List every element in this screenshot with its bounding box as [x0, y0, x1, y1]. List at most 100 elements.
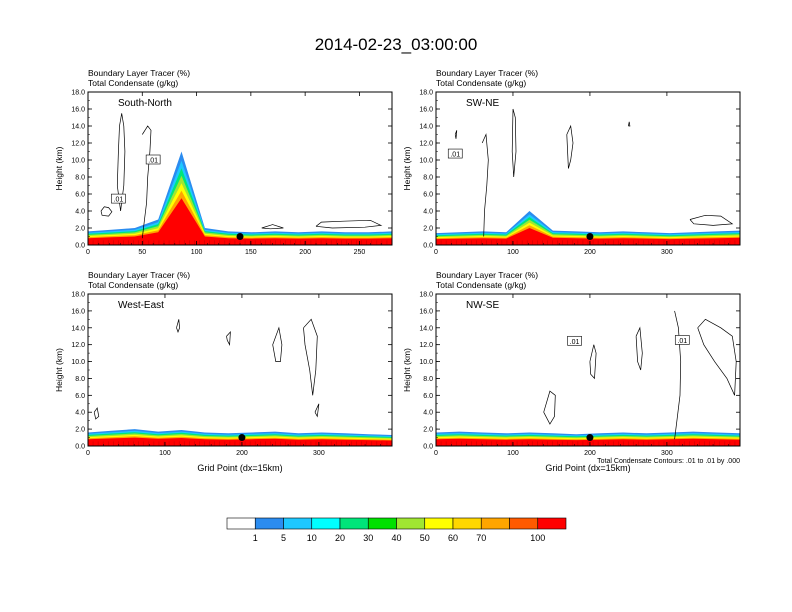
y-tick-label: 18.0 — [419, 292, 433, 299]
x-tick-label: 100 — [191, 249, 203, 256]
contour-label-box — [447, 148, 463, 159]
location-marker — [586, 434, 594, 442]
y-tick-label: 16.0 — [71, 107, 85, 114]
location-marker — [236, 233, 244, 240]
panel-label: NW-SE — [466, 300, 499, 311]
colorbar-swatch — [226, 517, 256, 530]
panel-title-line: Boundary Layer Tracer (%) — [88, 270, 190, 280]
y-tick-label: 6.0 — [423, 192, 433, 199]
x-axis-label: Grid Point (dx=15km) — [545, 463, 630, 473]
contour-label: .01 — [450, 152, 460, 159]
x-tick-label: 300 — [661, 249, 673, 256]
y-axis-label: Height (km) — [54, 146, 64, 190]
colorbar-label: 70 — [476, 533, 486, 543]
y-axis-label: Height (km) — [402, 146, 412, 190]
x-tick-label: 0 — [86, 249, 90, 256]
contour-label: .01 — [677, 338, 687, 345]
condensate-contour — [314, 403, 320, 418]
condensate-contour — [226, 331, 231, 346]
location-marker — [586, 233, 594, 240]
y-tick-label: 12.0 — [71, 342, 85, 349]
colorbar-swatch — [254, 517, 284, 530]
tracer-band — [88, 198, 392, 245]
colorbar-label: 60 — [448, 533, 458, 543]
colorbar-swatch — [283, 517, 313, 530]
condensate-contour — [697, 318, 737, 396]
plot-frame — [435, 293, 741, 447]
contour-label: .01 — [114, 197, 124, 204]
plot-frame — [435, 91, 741, 246]
panel-title-line: Boundary Layer Tracer (%) — [436, 270, 538, 280]
condensate-contour — [481, 133, 489, 237]
condensate-contour — [543, 390, 556, 425]
panel-sw-ne: Boundary Layer Tracer (%)Total Condensat… — [402, 68, 741, 256]
panel-south-north: Boundary Layer Tracer (%)Total Condensat… — [54, 68, 393, 256]
panel-label: West-East — [118, 300, 164, 311]
y-tick-label: 14.0 — [71, 124, 85, 131]
colorbar-swatch — [367, 517, 397, 530]
colorbar-swatch — [424, 517, 454, 530]
x-tick-label: 200 — [299, 249, 311, 256]
y-tick-label: 16.0 — [419, 107, 433, 114]
y-tick-label: 2.0 — [75, 427, 85, 434]
x-tick-label: 0 — [86, 450, 90, 457]
panel-title-line: Total Condensate (g/kg) — [436, 78, 526, 88]
y-tick-label: 18.0 — [71, 90, 85, 97]
colorbar-swatch — [339, 517, 369, 530]
figure-title: 2014-02-23_03:00:00 — [315, 35, 478, 54]
contour-label-box — [567, 335, 582, 346]
contour-label-box — [145, 154, 161, 165]
y-tick-label: 18.0 — [419, 90, 433, 97]
x-tick-label: 250 — [354, 249, 366, 256]
y-tick-label: 2.0 — [423, 427, 433, 434]
condensate-contour — [674, 310, 682, 440]
y-axis-label: Height (km) — [402, 348, 412, 392]
panel-label: SW-NE — [466, 98, 499, 109]
colorbar-swatch — [509, 517, 539, 530]
y-tick-label: 4.0 — [423, 209, 433, 216]
y-tick-label: 0.0 — [423, 243, 433, 250]
x-tick-label: 200 — [584, 450, 596, 457]
plot-area — [88, 318, 392, 446]
y-tick-label: 16.0 — [71, 308, 85, 315]
panel-label: South-North — [118, 98, 172, 109]
panel-west-east: Boundary Layer Tracer (%)Total Condensat… — [54, 270, 393, 473]
y-tick-label: 12.0 — [71, 141, 85, 148]
condensate-contour — [315, 219, 383, 229]
x-tick-label: 200 — [584, 249, 596, 256]
y-tick-label: 14.0 — [419, 124, 433, 131]
x-tick-label: 100 — [159, 450, 171, 457]
y-tick-label: 6.0 — [75, 192, 85, 199]
contour-label-box — [111, 193, 126, 204]
y-tick-label: 4.0 — [75, 209, 85, 216]
y-tick-label: 10.0 — [71, 158, 85, 165]
colorbar-label: 10 — [307, 533, 317, 543]
y-tick-label: 4.0 — [423, 410, 433, 417]
colorbar-label: 40 — [391, 533, 401, 543]
condensate-contour — [261, 224, 284, 230]
plot-area: .01 .01 — [436, 310, 740, 446]
location-marker — [238, 434, 246, 442]
y-tick-label: 16.0 — [419, 308, 433, 315]
y-tick-label: 10.0 — [419, 359, 433, 366]
y-tick-label: 8.0 — [75, 376, 85, 383]
x-tick-label: 100 — [507, 249, 519, 256]
condensate-contour — [566, 124, 574, 169]
y-tick-label: 12.0 — [419, 342, 433, 349]
panel-title-line: Boundary Layer Tracer (%) — [88, 68, 190, 78]
y-tick-label: 6.0 — [423, 393, 433, 400]
y-tick-label: 6.0 — [75, 393, 85, 400]
colorbar-label: 30 — [363, 533, 373, 543]
condensate-contour — [511, 108, 517, 178]
x-tick-label: 300 — [313, 450, 325, 457]
y-tick-label: 0.0 — [75, 444, 85, 451]
colorbar-swatch — [480, 517, 510, 530]
y-tick-label: 2.0 — [423, 226, 433, 233]
colorbar-label: 5 — [281, 533, 286, 543]
y-tick-label: 14.0 — [71, 325, 85, 332]
condensate-contour — [272, 326, 283, 362]
x-tick-label: 50 — [138, 249, 146, 256]
x-tick-label: 0 — [434, 450, 438, 457]
panel-title-line: Total Condensate (g/kg) — [436, 280, 526, 290]
colorbar-label: 100 — [530, 533, 545, 543]
